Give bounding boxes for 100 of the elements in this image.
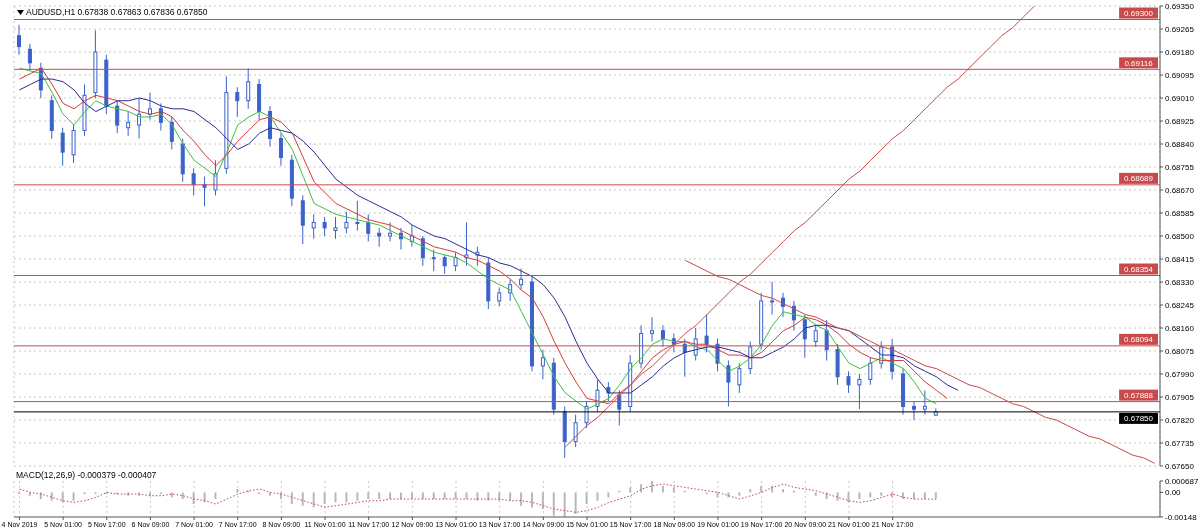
candlestick bbox=[464, 221, 469, 267]
candlestick bbox=[388, 221, 393, 242]
bar bbox=[378, 492, 381, 500]
bar bbox=[760, 485, 763, 493]
candlestick bbox=[802, 313, 807, 359]
bar bbox=[421, 492, 424, 500]
bar bbox=[170, 492, 173, 498]
y-tick-label: 0.69010 bbox=[1165, 93, 1195, 103]
y-tick-label: 0.69350 bbox=[1165, 1, 1195, 11]
bar bbox=[902, 492, 905, 500]
bar bbox=[72, 492, 75, 501]
bar bbox=[345, 492, 348, 503]
bar bbox=[814, 492, 817, 496]
chart-title: MACD(12,26,9) -0.000379 -0.000407 bbox=[16, 470, 157, 480]
y-tick-label: 0.68075 bbox=[1165, 346, 1195, 356]
chart-title: AUDUSD,H1 0.67838 0.67863 0.67836 0.67850 bbox=[26, 7, 208, 17]
y-tick-label: 0.68245 bbox=[1165, 300, 1195, 310]
bar bbox=[629, 487, 632, 493]
candlestick bbox=[60, 127, 65, 167]
candlestick bbox=[704, 313, 709, 353]
bar bbox=[880, 492, 883, 496]
candlestick bbox=[17, 24, 21, 56]
bar bbox=[301, 492, 304, 506]
bar bbox=[334, 492, 337, 503]
y-tick-label: 0.68755 bbox=[1165, 162, 1195, 172]
bar bbox=[738, 492, 741, 496]
candlestick bbox=[191, 167, 196, 196]
y-tick-label: 0.68670 bbox=[1165, 185, 1195, 195]
candlestick bbox=[27, 43, 32, 72]
line-series bbox=[18, 483, 937, 513]
bar bbox=[574, 492, 577, 515]
bar bbox=[716, 492, 719, 498]
bar bbox=[858, 492, 861, 500]
bar bbox=[934, 492, 937, 499]
bar bbox=[214, 492, 217, 500]
y-tick-label: 0.69095 bbox=[1165, 70, 1195, 80]
bar bbox=[836, 492, 839, 501]
candlestick bbox=[540, 349, 545, 380]
candlestick bbox=[431, 249, 436, 272]
candlestick bbox=[115, 100, 120, 134]
y-tick-label: 0.67905 bbox=[1165, 392, 1195, 402]
candlestick bbox=[278, 132, 283, 167]
y-tick-label: -0.00148 bbox=[1165, 512, 1198, 522]
candlestick bbox=[868, 357, 873, 386]
y-tick-label: 0.00 bbox=[1165, 488, 1182, 498]
y-tick-label: 0.68585 bbox=[1165, 208, 1195, 218]
bar bbox=[552, 492, 555, 516]
candlestick bbox=[911, 400, 916, 421]
bar bbox=[323, 492, 326, 505]
bar bbox=[432, 492, 435, 500]
ref-line-label: 0.68354 bbox=[1124, 265, 1154, 275]
candlestick bbox=[355, 200, 360, 232]
ref-line-label: 0.67850 bbox=[1124, 414, 1154, 424]
bar bbox=[585, 492, 588, 505]
bar bbox=[509, 492, 512, 501]
bar bbox=[661, 485, 664, 493]
candlestick bbox=[333, 216, 338, 240]
candlestick bbox=[311, 213, 316, 240]
candlestick bbox=[726, 359, 731, 407]
y-tick-label: 0.67735 bbox=[1165, 438, 1195, 448]
candlestick bbox=[922, 389, 927, 416]
bar bbox=[367, 492, 370, 500]
bar bbox=[912, 492, 915, 500]
candlestick bbox=[377, 227, 382, 248]
bar bbox=[607, 492, 610, 498]
bar bbox=[443, 492, 446, 500]
candlestick bbox=[322, 216, 327, 237]
bar bbox=[61, 492, 64, 503]
bar bbox=[389, 492, 392, 500]
candlestick bbox=[519, 267, 524, 291]
candlestick bbox=[813, 324, 818, 348]
bar bbox=[563, 492, 566, 517]
bar bbox=[727, 492, 730, 498]
bar bbox=[847, 492, 850, 503]
bar bbox=[203, 492, 206, 503]
candlestick bbox=[737, 362, 742, 394]
candlestick bbox=[126, 111, 131, 137]
y-tick-label: 0.67820 bbox=[1165, 415, 1195, 425]
candlestick bbox=[857, 373, 862, 410]
y-tick-label: 0.69265 bbox=[1165, 24, 1195, 34]
candlestick bbox=[366, 213, 371, 242]
y-tick-label: 0.67650 bbox=[1165, 461, 1195, 471]
bar bbox=[312, 492, 315, 508]
bar bbox=[290, 492, 293, 505]
y-tick-label: 0.68330 bbox=[1165, 277, 1195, 287]
candlestick bbox=[650, 316, 655, 343]
bar bbox=[530, 492, 533, 508]
candlestick bbox=[770, 281, 775, 315]
candlestick bbox=[344, 211, 349, 234]
candlestick bbox=[475, 246, 480, 267]
bar bbox=[181, 492, 184, 500]
bar bbox=[454, 492, 457, 500]
candlestick bbox=[846, 370, 851, 394]
bar bbox=[869, 492, 872, 498]
y-tick-label: 0.67990 bbox=[1165, 369, 1195, 379]
ref-line-label: 0.69300 bbox=[1124, 9, 1154, 19]
ref-line-label: 0.68689 bbox=[1124, 174, 1154, 184]
y-tick-label: 0.68500 bbox=[1165, 231, 1195, 241]
bar bbox=[891, 492, 894, 498]
candlestick bbox=[497, 286, 502, 307]
